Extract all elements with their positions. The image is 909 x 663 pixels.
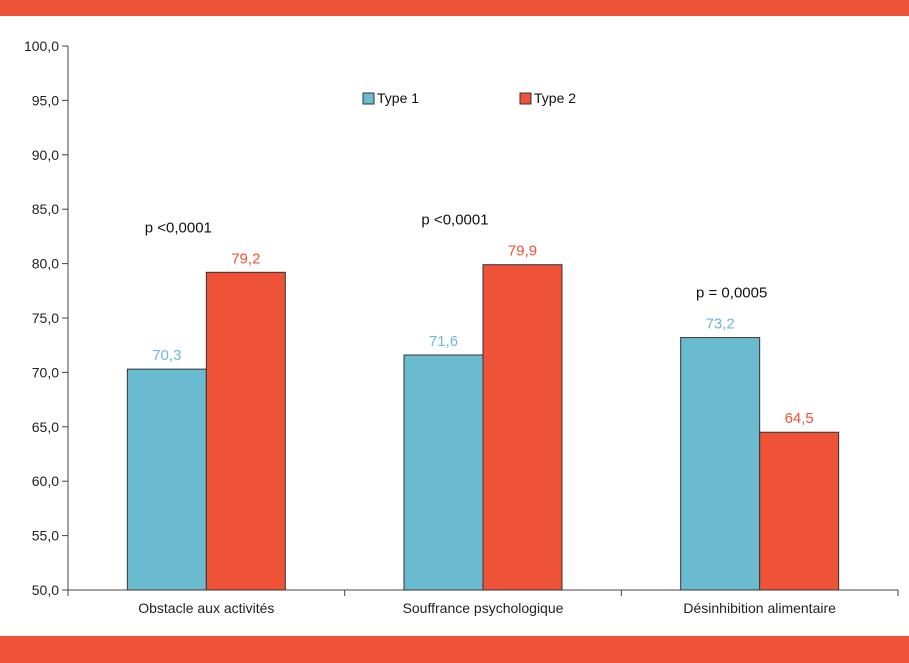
bar <box>205 271 286 591</box>
bar-value-label: 71,6 <box>429 333 458 350</box>
p-value-annotation: p = 0,0005 <box>696 285 767 302</box>
legend-label: Type 2 <box>534 90 576 106</box>
bar-value-label: 73,2 <box>706 316 735 333</box>
y-tick-label: 70,0 <box>32 364 59 380</box>
y-tick-label: 55,0 <box>32 528 59 544</box>
y-tick-label: 60,0 <box>32 473 59 489</box>
p-value-annotation: p <0,0001 <box>145 219 212 236</box>
y-tick-label: 50,0 <box>32 582 59 598</box>
x-category-label: Désinhibition alimentaire <box>683 600 836 616</box>
legend-swatch <box>362 92 375 105</box>
top-color-band <box>0 0 909 16</box>
y-tick-label: 65,0 <box>32 419 59 435</box>
bar <box>403 354 484 591</box>
x-category-label: Obstacle aux activités <box>138 600 274 616</box>
bar-chart: 50,0 55,0 60,0 65,0 70,0 75,0 80,0 85,0 90,0 95,0… <box>24 38 899 616</box>
bar <box>482 264 563 591</box>
bar-value-label: 79,2 <box>231 250 260 267</box>
y-tick-label: 100,0 <box>24 38 59 54</box>
bar <box>680 337 761 591</box>
x-category-label: Souffrance psychologique <box>403 600 564 616</box>
bar-value-label: 70,3 <box>152 347 181 364</box>
y-tick-label: 90,0 <box>32 147 59 163</box>
y-tick-label: 80,0 <box>32 256 59 272</box>
legend-label: Type 1 <box>377 90 419 106</box>
legend-swatch <box>519 92 532 105</box>
y-tick-label: 75,0 <box>32 310 59 326</box>
y-tick-label: 85,0 <box>32 201 59 217</box>
p-value-annotation: p <0,0001 <box>421 212 488 229</box>
y-tick-label: 95,0 <box>32 92 59 108</box>
bar <box>126 368 207 591</box>
bar-value-label: 64,5 <box>785 410 814 427</box>
bar <box>759 431 840 591</box>
bar-value-label: 79,9 <box>508 243 537 260</box>
bottom-color-band <box>0 636 909 663</box>
